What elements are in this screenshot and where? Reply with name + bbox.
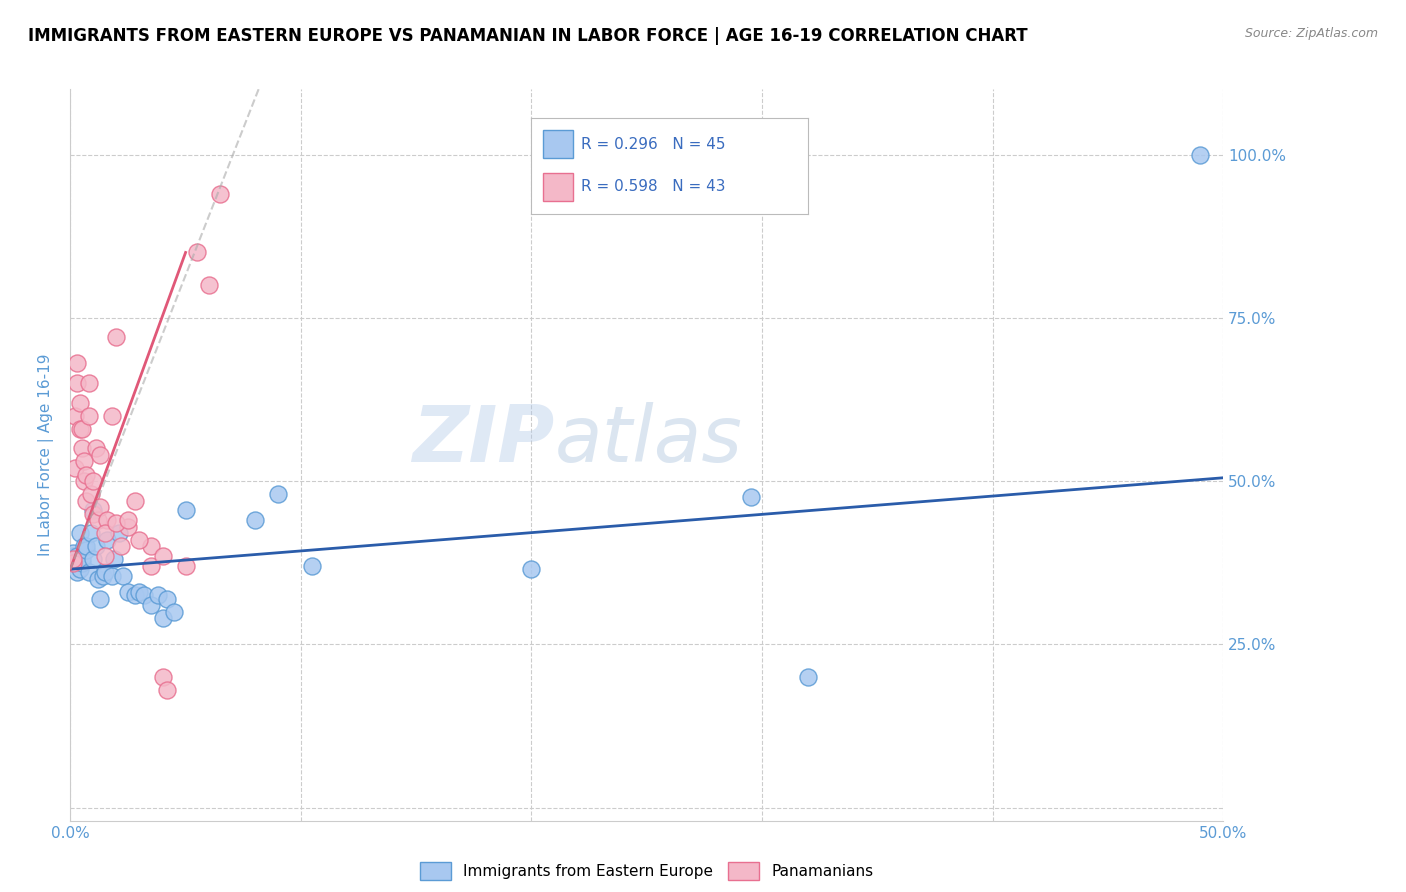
Point — [89, 591, 111, 606]
Point — [77, 376, 100, 390]
Point — [63, 461, 86, 475]
Point — [797, 670, 820, 684]
Point — [105, 516, 128, 531]
Point — [152, 549, 174, 563]
Bar — [543, 173, 574, 202]
Point — [82, 507, 104, 521]
Point — [77, 409, 100, 423]
Bar — [543, 130, 574, 159]
Point — [62, 556, 84, 570]
Point — [62, 552, 84, 566]
Point — [209, 186, 232, 201]
Point — [77, 566, 100, 580]
Point — [66, 357, 89, 371]
Point — [75, 542, 97, 557]
Point — [139, 558, 162, 573]
Point — [146, 588, 169, 602]
Point — [80, 526, 103, 541]
Point — [117, 585, 139, 599]
Point — [87, 513, 110, 527]
Point — [75, 467, 97, 482]
Point — [75, 539, 97, 553]
Text: Source: ZipAtlas.com: Source: ZipAtlas.com — [1244, 27, 1378, 40]
Point — [101, 409, 124, 423]
Point — [243, 513, 266, 527]
Point — [66, 566, 89, 580]
Y-axis label: In Labor Force | Age 16-19: In Labor Force | Age 16-19 — [38, 353, 55, 557]
Point — [69, 422, 91, 436]
Point — [139, 598, 162, 612]
Point — [132, 588, 155, 602]
Text: R = 0.296   N = 45: R = 0.296 N = 45 — [581, 136, 725, 152]
Point — [740, 491, 762, 505]
Point — [70, 552, 93, 566]
Point — [117, 520, 139, 534]
Point — [73, 539, 96, 553]
Point — [62, 546, 84, 560]
Text: R = 0.598   N = 43: R = 0.598 N = 43 — [581, 179, 725, 194]
Point — [117, 513, 139, 527]
Point — [70, 422, 93, 436]
Point — [174, 558, 197, 573]
Point — [82, 552, 104, 566]
Point — [89, 448, 111, 462]
Point — [82, 474, 104, 488]
Point — [80, 487, 103, 501]
Point — [96, 533, 118, 547]
Point — [91, 568, 114, 582]
Point — [128, 585, 150, 599]
Point — [94, 566, 117, 580]
Point — [1189, 147, 1212, 161]
Point — [73, 454, 96, 468]
Point — [156, 591, 179, 606]
Point — [101, 568, 124, 582]
Point — [62, 552, 84, 566]
Point — [84, 539, 107, 553]
Point — [105, 330, 128, 344]
Point — [103, 552, 125, 566]
Point — [301, 558, 323, 573]
Point — [128, 533, 150, 547]
Point — [112, 568, 135, 582]
Text: atlas: atlas — [554, 402, 742, 478]
Point — [70, 442, 93, 456]
Point — [152, 670, 174, 684]
Legend: Immigrants from Eastern Europe, Panamanians: Immigrants from Eastern Europe, Panamani… — [415, 856, 879, 886]
Point — [63, 409, 86, 423]
Point — [87, 572, 110, 586]
Point — [110, 539, 132, 553]
Point — [62, 549, 84, 563]
Point — [267, 487, 290, 501]
Point — [197, 278, 219, 293]
Point — [89, 500, 111, 515]
Text: ZIP: ZIP — [412, 402, 554, 478]
Point — [66, 549, 89, 563]
Point — [174, 503, 197, 517]
Point — [82, 503, 104, 517]
Point — [70, 556, 93, 570]
Point — [163, 605, 186, 619]
Point — [63, 556, 86, 570]
Point — [139, 539, 162, 553]
Point — [124, 588, 146, 602]
Point — [66, 376, 89, 390]
Point — [75, 493, 97, 508]
Point — [186, 245, 208, 260]
Point — [124, 493, 146, 508]
Point — [94, 549, 117, 563]
Text: IMMIGRANTS FROM EASTERN EUROPE VS PANAMANIAN IN LABOR FORCE | AGE 16-19 CORRELAT: IMMIGRANTS FROM EASTERN EUROPE VS PANAMA… — [28, 27, 1028, 45]
Point — [156, 683, 179, 698]
Point — [94, 526, 117, 541]
Point — [96, 513, 118, 527]
Point — [69, 562, 91, 576]
Point — [63, 552, 86, 566]
Point — [152, 611, 174, 625]
Point — [84, 442, 107, 456]
Point — [520, 562, 543, 576]
Point — [69, 526, 91, 541]
Point — [107, 526, 129, 541]
Point — [73, 474, 96, 488]
Point — [69, 395, 91, 409]
